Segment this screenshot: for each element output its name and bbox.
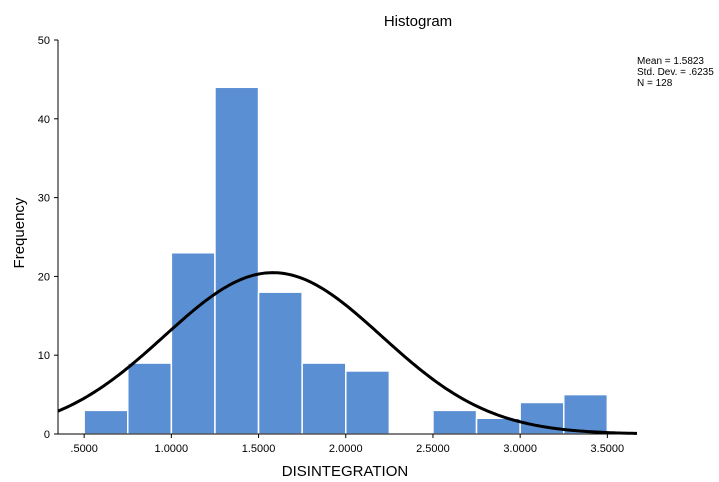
histogram-bar-5 [257,291,303,435]
histogram-bar-4 [214,86,260,435]
x-tick-label: 3.5000 [591,443,625,455]
bars-group [83,86,609,435]
histogram-bar-1 [83,409,129,435]
y-tick-label: 30 [38,193,50,205]
histogram-bar-7 [345,370,391,435]
x-axis-title: DISINTEGRATION [282,463,408,480]
y-axis-title: Frequency [11,197,28,268]
histogram-bar-2 [127,362,173,435]
stat-std-dev: Std. Dev. = .6235 [637,67,714,78]
normal-curve-group [57,271,638,435]
y-tick-label: 40 [38,114,50,126]
x-tick-label: 1.5000 [242,443,276,455]
histogram-bar-6 [301,362,347,435]
x-tick-label: 1.0000 [155,443,189,455]
y-tick-label: 0 [44,429,50,441]
chart-title: Histogram [384,13,452,30]
y-tick-label: 50 [38,35,50,47]
normal-curve [57,271,638,435]
x-tick-label: 2.5000 [416,443,450,455]
stat-n: N = 128 [637,78,673,89]
stats-box: Mean = 1.5823 Std. Dev. = .6235 N = 128 [637,56,714,89]
stat-mean: Mean = 1.5823 [637,56,704,67]
x-tick-label: 3.0000 [503,443,537,455]
histogram-bar-3 [170,252,216,435]
axes-group: 0 10 20 30 40 50 .5000 1.0000 1.5000 2.0000 2.5000… [38,35,637,455]
x-tick-label: .5000 [70,443,98,455]
y-tick-label: 20 [38,271,50,283]
y-tick-label: 10 [38,350,50,362]
histogram-bar-12 [563,393,609,435]
histogram-bar-9 [432,409,478,435]
x-tick-label: 2.0000 [329,443,363,455]
